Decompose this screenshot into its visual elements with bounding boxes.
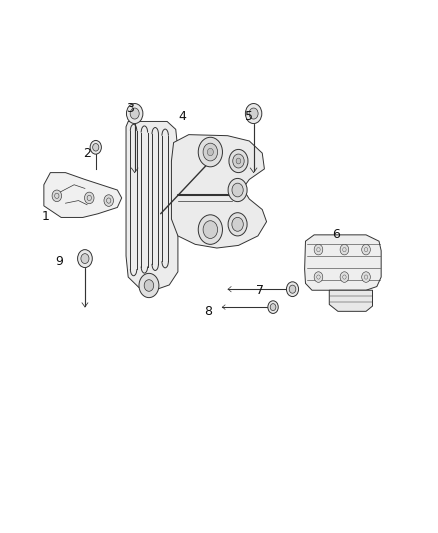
Circle shape <box>268 301 278 313</box>
Circle shape <box>203 143 218 161</box>
Circle shape <box>232 183 243 197</box>
Circle shape <box>198 138 223 167</box>
Circle shape <box>236 158 241 164</box>
Circle shape <box>232 217 243 231</box>
Text: 9: 9 <box>55 255 63 268</box>
Circle shape <box>289 285 296 293</box>
Text: 2: 2 <box>83 147 91 159</box>
Text: 3: 3 <box>127 102 134 115</box>
Text: 5: 5 <box>245 110 253 123</box>
Circle shape <box>130 108 139 119</box>
Circle shape <box>249 108 258 119</box>
Polygon shape <box>329 290 372 311</box>
Circle shape <box>233 154 244 168</box>
Circle shape <box>85 192 94 204</box>
Circle shape <box>270 304 276 311</box>
Polygon shape <box>126 122 178 290</box>
Text: 7: 7 <box>256 284 264 297</box>
Circle shape <box>286 282 299 296</box>
Text: 4: 4 <box>178 110 186 123</box>
Circle shape <box>362 272 371 282</box>
Text: 8: 8 <box>204 305 212 318</box>
Text: 6: 6 <box>332 228 340 241</box>
Circle shape <box>144 280 154 292</box>
Polygon shape <box>304 235 381 290</box>
Text: 1: 1 <box>42 210 50 223</box>
Circle shape <box>314 272 323 282</box>
Circle shape <box>81 254 89 263</box>
Circle shape <box>314 244 323 255</box>
Circle shape <box>198 215 223 244</box>
Circle shape <box>90 140 101 154</box>
Circle shape <box>340 272 349 282</box>
Polygon shape <box>171 135 267 248</box>
Circle shape <box>104 195 113 206</box>
Circle shape <box>362 244 371 255</box>
Circle shape <box>229 149 248 173</box>
Circle shape <box>139 273 159 297</box>
Circle shape <box>127 103 143 124</box>
Circle shape <box>228 213 247 236</box>
Circle shape <box>340 244 349 255</box>
Circle shape <box>78 249 92 268</box>
Circle shape <box>207 148 213 156</box>
Circle shape <box>203 221 218 238</box>
Circle shape <box>245 103 262 124</box>
Circle shape <box>228 179 247 201</box>
Circle shape <box>93 143 99 151</box>
Circle shape <box>52 190 62 201</box>
Polygon shape <box>44 173 122 217</box>
